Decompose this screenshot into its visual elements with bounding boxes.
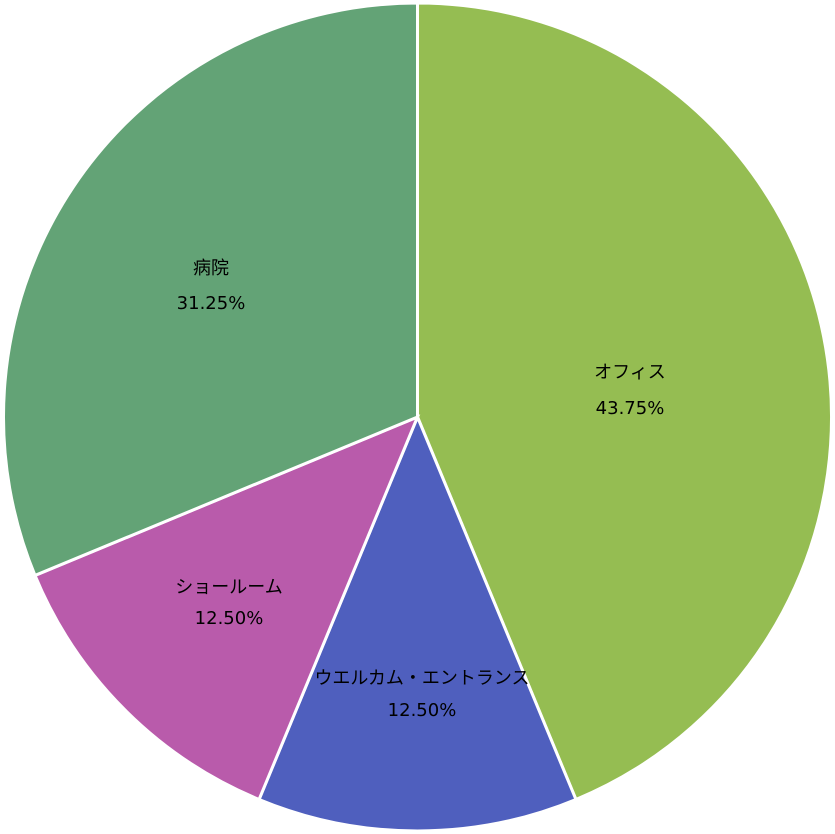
slice-category-label: 病院 — [193, 258, 229, 279]
pie-slice — [33, 414, 421, 802]
pie-slice — [2, 1, 419, 578]
slice-percent-label: 43.75% — [596, 398, 665, 419]
slice-percent-label: 12.50% — [195, 608, 264, 629]
slice-category-label: オフィス — [594, 362, 666, 383]
slice-category-label: ウエルカム・エントランス — [314, 668, 529, 689]
slice-percent-label: 31.25% — [177, 293, 246, 314]
pie-slice — [257, 413, 578, 833]
pie-slice — [416, 1, 833, 802]
slice-percent-label: 12.50% — [388, 700, 457, 721]
slice-category-label: ショールーム — [175, 577, 282, 598]
pie-labels: オフィス 43.75% ウエルカム・エントランス 12.50% ショールーム 12.50%… — [175, 258, 666, 721]
